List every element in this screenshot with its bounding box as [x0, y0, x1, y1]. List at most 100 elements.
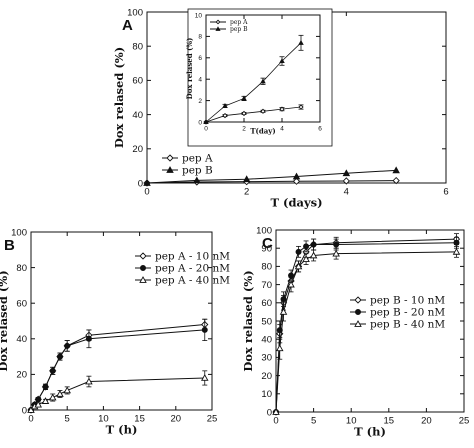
series-line	[30, 377, 205, 411]
series-3	[27, 370, 209, 413]
legend-marker	[166, 166, 174, 173]
series-line	[275, 251, 457, 413]
data-point	[280, 296, 287, 303]
y-tick-label: 0	[22, 405, 27, 416]
y-axis-label: Dox relased (%)	[0, 270, 10, 371]
data-point	[143, 179, 151, 186]
data-point	[310, 241, 317, 248]
series-line	[146, 169, 397, 184]
y-tick-label: 40	[132, 110, 143, 121]
y-tick-label: 20	[132, 144, 143, 155]
data-point	[333, 241, 340, 248]
y-tick-label: 40	[261, 335, 272, 346]
data-point	[453, 239, 460, 246]
y-tick-label: 60	[261, 298, 272, 309]
inset-legend-marker	[215, 19, 221, 25]
data-point	[287, 280, 295, 288]
legend-label: pep B - 10 nM	[370, 295, 445, 307]
x-tick-label: 2	[244, 187, 249, 198]
x-tick-label: 15	[134, 414, 145, 425]
data-point	[309, 251, 318, 259]
inset-data-point	[279, 58, 285, 64]
inset-y-tick-label: 6	[198, 55, 202, 62]
inset-y-axis-label: Dox relased (%)	[185, 38, 194, 100]
legend-label: pep B - 40 nM	[370, 319, 445, 331]
data-point	[279, 307, 288, 315]
x-tick-label: 20	[171, 414, 182, 425]
inset-legend-label: pep B	[230, 26, 248, 33]
data-point	[342, 169, 351, 177]
data-point	[49, 367, 56, 374]
y-tick-label: 60	[16, 299, 27, 310]
panel-label: C	[262, 235, 273, 252]
y-tick-label: 90	[261, 244, 272, 255]
x-tick-label: 10	[346, 416, 357, 427]
x-tick-label: 5	[65, 414, 70, 425]
x-axis-label: T (days)	[270, 196, 322, 210]
legend-marker	[354, 320, 362, 327]
data-point	[56, 353, 63, 360]
x-tick-label: 0	[144, 187, 149, 198]
legend-label: pep A - 40 nM	[155, 275, 230, 287]
inset-x-tick-label: 4	[280, 126, 284, 133]
data-point	[242, 175, 251, 183]
inset-data-point	[241, 110, 247, 117]
y-tick-label: 0	[138, 178, 143, 189]
data-point	[342, 177, 350, 185]
inset-data-point	[260, 108, 266, 114]
inset-legend-marker	[215, 26, 221, 31]
y-tick-label: 70	[261, 280, 272, 291]
series-2	[143, 166, 400, 186]
y-tick-label: 20	[261, 371, 272, 382]
inset-y-tick-label: 0	[198, 119, 202, 126]
inset-series-2	[203, 34, 304, 125]
inset-x-tick-label: 2	[242, 126, 246, 133]
inset-x-tick-label: 0	[204, 126, 208, 133]
inset-legend-label: pep A	[230, 19, 248, 26]
data-point	[452, 247, 461, 255]
x-axis-label: T (h)	[106, 423, 138, 437]
legend-marker	[354, 296, 362, 304]
legend-marker	[355, 309, 362, 316]
x-tick-label: 20	[421, 416, 432, 427]
data-point	[292, 172, 301, 180]
y-tick-label: 20	[16, 370, 27, 381]
inset-chart: 0 2 4 6 0 2 4 6 8 10 T(day) Dox relased (%) pep Apep…	[185, 8, 333, 147]
inset-data-point	[222, 103, 228, 109]
data-point	[27, 406, 35, 413]
panel-label: B	[4, 237, 15, 254]
inset-x-tick-label: 6	[318, 126, 322, 133]
legend-label: pep B - 20 nM	[370, 307, 445, 319]
inset-plot-frame	[205, 14, 321, 123]
legend-label: pep A	[182, 153, 213, 165]
y-tick-label: 10	[261, 389, 272, 400]
y-tick-label: 80	[16, 263, 27, 274]
x-tick-label: 15	[384, 416, 395, 427]
panel-B: B 0 5 10 15 20 25 0 20 40 60 80 100 T (h) Dox relased …	[0, 227, 230, 436]
data-point	[275, 344, 284, 352]
data-point	[292, 177, 301, 185]
inset-data-point	[241, 95, 247, 101]
y-tick-label: 80	[132, 42, 143, 53]
inset-data-point	[298, 39, 304, 45]
legend-marker	[166, 154, 174, 162]
inset-data-point	[260, 78, 266, 84]
data-point	[200, 374, 209, 381]
y-tick-label: 100	[256, 225, 272, 236]
inset-border	[187, 8, 333, 147]
x-tick-label: 4	[344, 187, 349, 198]
inset-y-tick-label: 10	[195, 12, 203, 19]
y-tick-label: 100	[11, 227, 27, 238]
legend-marker	[139, 276, 147, 283]
inset-y-tick-label: 4	[198, 76, 202, 83]
panel-C: C 0 5 10 15 20 25 0 10 20 30 40 50 60 70 80 90 100 T (h) Do…	[241, 225, 469, 438]
data-point	[41, 397, 50, 404]
data-point	[302, 255, 310, 262]
legend-label: pep A - 20 nM	[155, 263, 230, 275]
legend-label: pep B	[182, 165, 213, 177]
y-axis-label: Dox relased (%)	[241, 270, 255, 371]
y-tick-label: 60	[132, 76, 143, 87]
data-point	[56, 390, 64, 397]
x-tick-label: 5	[311, 416, 316, 427]
